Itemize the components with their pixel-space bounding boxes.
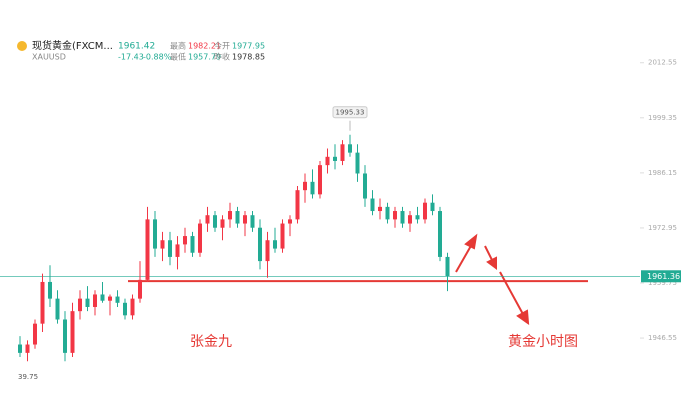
- stat-value: 1982.21: [188, 42, 221, 51]
- candle-body: [25, 344, 30, 353]
- candle-body: [243, 215, 247, 224]
- candle-body: [160, 240, 165, 249]
- candle-body: [303, 181, 307, 191]
- candle-body: [325, 156, 330, 166]
- stat-value: 1957.79: [188, 53, 221, 62]
- candle-body: [288, 219, 292, 224]
- y-tick-label: 1946.55: [648, 334, 677, 342]
- annotation: 黄金小时图: [508, 333, 578, 350]
- symbol-icon: [17, 41, 27, 51]
- candle-body: [78, 298, 82, 312]
- high-label-box: [332, 106, 368, 119]
- candle-body: [385, 206, 390, 220]
- stat-label: 最低: [170, 52, 186, 62]
- candle-body: [393, 211, 397, 220]
- last-price-label: 1961.36: [647, 272, 680, 281]
- candle-body: [258, 227, 262, 262]
- arrows: [455, 233, 530, 326]
- y-tick-label: 1972.95: [648, 224, 677, 232]
- candle-body: [265, 240, 270, 262]
- candle-body: [85, 298, 90, 307]
- candle-body: [430, 202, 435, 212]
- candle-body: [183, 236, 187, 245]
- y-tick-label: 2012.55: [648, 59, 677, 67]
- candle-body: [190, 236, 195, 253]
- y-tick-label: 1986.15: [648, 169, 677, 177]
- candle-body: [363, 173, 367, 199]
- candle-body: [348, 144, 352, 153]
- candle-body: [273, 240, 277, 249]
- candle-body: [40, 281, 45, 324]
- candle-body: [175, 244, 180, 257]
- candle-body: [70, 311, 75, 353]
- candle-body: [145, 219, 150, 280]
- candle-body: [250, 215, 255, 228]
- candle-body: [378, 206, 382, 212]
- candle-body: [235, 211, 240, 224]
- candle-body: [220, 219, 225, 228]
- stat-value: 1978.85: [232, 53, 265, 62]
- stat-label: 昨收: [214, 52, 230, 62]
- candle-body: [168, 240, 172, 257]
- candle-body: [48, 281, 52, 299]
- candle-body: [63, 319, 67, 353]
- candle-body: [423, 202, 427, 220]
- candle-body: [340, 144, 345, 161]
- candle-body: [213, 215, 217, 228]
- candle-body: [280, 223, 285, 249]
- stat-label: 今开: [214, 41, 230, 51]
- candle-body: [130, 298, 135, 316]
- last-price-box: [641, 270, 681, 283]
- candle-body: [198, 223, 202, 253]
- y-tick-label: 1999.35: [648, 114, 677, 122]
- symbol-code: XAUUSD: [32, 53, 66, 62]
- candle-body: [295, 190, 300, 220]
- candle-body: [123, 302, 127, 316]
- candle-body: [108, 296, 112, 301]
- candle-body: [318, 165, 322, 195]
- candle-body: [228, 211, 232, 220]
- candle-body: [415, 215, 420, 220]
- annotation: 张金九: [190, 334, 232, 350]
- candle-body: [138, 279, 142, 299]
- candle-body: [355, 152, 360, 174]
- stat-label: 最高: [170, 41, 186, 51]
- candle-body: [18, 344, 22, 353]
- price: 1961.42: [118, 42, 155, 52]
- candle-body: [115, 296, 120, 303]
- candle-body: [333, 156, 337, 161]
- high-label: 1995.33: [336, 109, 365, 117]
- candle-body: [205, 215, 210, 224]
- change-pct: -0.88%: [143, 53, 172, 62]
- candle-body: [445, 256, 450, 277]
- stat-value: 1977.95: [232, 42, 265, 51]
- low-label: 39.75: [18, 373, 38, 381]
- candle-body: [438, 211, 442, 257]
- candle-body: [310, 181, 315, 195]
- candle-body: [55, 298, 60, 320]
- candle-body: [33, 323, 37, 345]
- candle-body: [370, 198, 375, 212]
- candle-body: [400, 211, 405, 224]
- candle-body: [408, 215, 412, 224]
- symbol-name: 现货黄金(FXCM...: [32, 39, 113, 52]
- candle-body: [93, 294, 97, 307]
- candle-body: [153, 219, 157, 249]
- y-tick-label: 1959.75: [648, 279, 677, 287]
- candle-body: [100, 294, 105, 301]
- change: -17.43: [118, 53, 144, 62]
